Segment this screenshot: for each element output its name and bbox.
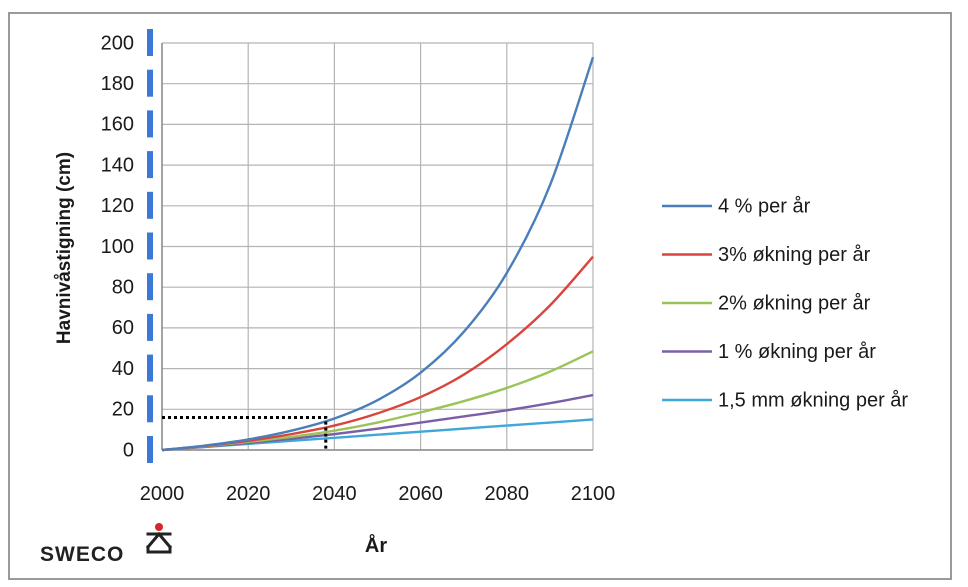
y-tick-highlight-mark — [147, 110, 153, 138]
y-tick-highlight-mark — [147, 354, 153, 382]
dotted-reference-box — [162, 415, 328, 450]
series-lines — [161, 56, 595, 452]
y-tick-label: 60 — [112, 317, 134, 339]
y-tick-label: 120 — [101, 195, 134, 217]
legend-entry: 1,5 mm økning per år — [718, 389, 908, 411]
grid — [161, 42, 594, 451]
y-tick-label: 0 — [123, 439, 134, 461]
y-tick-highlight-mark — [147, 436, 153, 463]
series-line — [161, 56, 595, 452]
y-tick-label: 200 — [101, 32, 134, 54]
y-tick-label: 40 — [112, 358, 134, 380]
y-tick-highlight-mark — [147, 29, 153, 56]
legend-entry: 3% økning per år — [718, 244, 871, 266]
y-tick-label: 80 — [112, 276, 134, 298]
y-tick-highlight-mark — [147, 191, 153, 219]
x-tick-label: 2000 — [140, 483, 185, 505]
x-tick-label: 2060 — [398, 483, 443, 505]
x-tick-label: 2040 — [312, 483, 357, 505]
y-tick-label: 20 — [112, 399, 134, 421]
x-tick-label: 2020 — [226, 483, 271, 505]
y-tick-label: 140 — [101, 154, 134, 176]
annotation — [162, 415, 328, 450]
logo-text: SWECO — [40, 543, 124, 566]
y-tick-label: 160 — [101, 114, 134, 136]
sweco-logo: SWECO — [40, 523, 173, 566]
y-axis-ticks: 0 20 40 60 80 100 120 140 160 180 200 — [101, 32, 134, 461]
legend-entry: 4 % per år — [718, 195, 811, 217]
y-tick-highlight-mark — [147, 395, 153, 423]
y-axis-label: Havnivåstigning (cm) — [54, 152, 75, 344]
legend-entry: 1 % økning per år — [718, 341, 876, 363]
x-tick-label: 2080 — [485, 483, 530, 505]
x-axis-ticks: 2000 2020 2040 2060 2080 2100 — [140, 483, 616, 505]
y-tick-label: 100 — [101, 236, 134, 258]
y-tick-highlight-mark — [147, 151, 153, 179]
y-tick-highlight-mark — [147, 313, 153, 341]
legend: 4 % per år 3% økning per år 2% økning per … — [662, 195, 908, 411]
sweco-symbol-icon — [145, 523, 173, 554]
x-axis-label: År — [365, 533, 387, 557]
y-tick-highlight-mark — [147, 232, 153, 260]
y-tick-label: 180 — [101, 73, 134, 95]
x-tick-label: 2100 — [571, 483, 616, 505]
legend-entry: 2% økning per år — [718, 292, 871, 314]
y-tick-highlight-mark — [147, 273, 153, 301]
y-axis-highlight-marks — [147, 29, 153, 463]
y-tick-highlight-mark — [147, 69, 153, 97]
